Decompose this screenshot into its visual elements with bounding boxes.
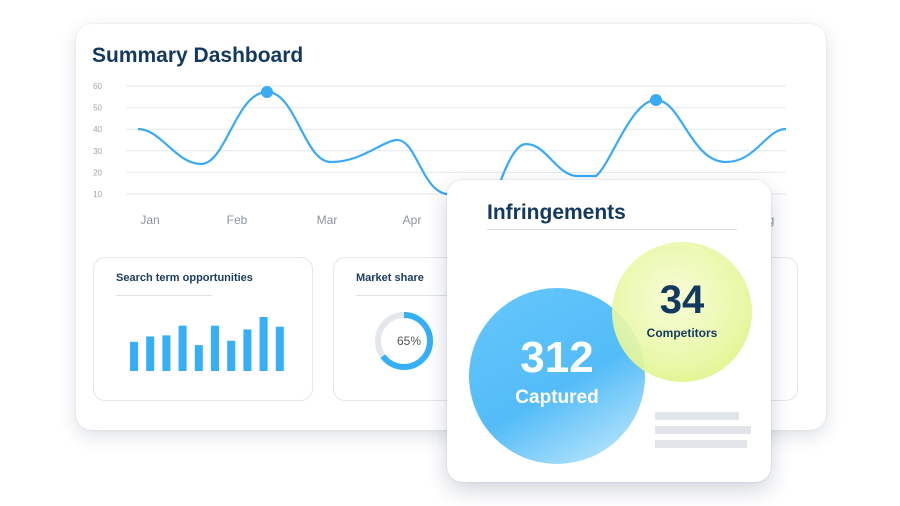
bar-chart xyxy=(130,317,284,371)
market-share-percent: 65% xyxy=(396,334,422,348)
bar xyxy=(259,317,268,371)
bar xyxy=(211,325,219,371)
highlight-point-jul[interactable] xyxy=(650,94,662,106)
highlight-point-feb[interactable] xyxy=(261,86,273,98)
x-tick-label: g xyxy=(768,213,775,227)
donut-chart xyxy=(375,312,433,370)
x-tick-label: Feb xyxy=(227,213,248,227)
y-tick-label: 10 xyxy=(93,190,102,199)
placeholder-text-line xyxy=(655,440,747,448)
y-tick-label: 40 xyxy=(93,125,102,134)
captured-count: 312 xyxy=(520,333,594,382)
placeholder-text-line xyxy=(655,426,751,434)
infringements-card[interactable]: Infringements 312 Captured 34 Competitor… xyxy=(447,180,771,482)
y-tick-label: 60 xyxy=(93,82,102,91)
card-title: Market share xyxy=(356,272,424,284)
card-title: Search term opportunities xyxy=(116,272,253,284)
card-divider xyxy=(356,295,452,296)
dashboard-title: Summary Dashboard xyxy=(92,44,304,67)
infringements-divider xyxy=(487,229,737,230)
placeholder-text-line xyxy=(655,412,739,420)
bar xyxy=(146,336,155,371)
bar xyxy=(243,329,252,371)
y-tick-label: 20 xyxy=(93,168,102,177)
y-tick-label: 30 xyxy=(93,147,102,156)
x-tick-label: Mar xyxy=(317,213,338,227)
x-tick-label: Apr xyxy=(403,213,422,227)
competitors-count: 34 xyxy=(659,278,705,322)
x-tick-label: Jan xyxy=(140,213,159,227)
competitors-circle xyxy=(612,242,752,382)
bar xyxy=(227,340,236,371)
bar xyxy=(162,335,171,371)
chart-series-line xyxy=(137,90,787,196)
captured-label: Captured xyxy=(515,387,599,408)
y-tick-label: 50 xyxy=(93,104,102,113)
bar xyxy=(130,341,138,371)
competitors-label: Competitors xyxy=(646,326,718,340)
donut-value-arc xyxy=(375,312,433,370)
search-term-opportunities-card[interactable]: Search term opportunities xyxy=(93,257,313,401)
bar xyxy=(275,326,284,371)
bar xyxy=(178,325,187,371)
infringements-title: Infringements xyxy=(487,201,626,224)
bar xyxy=(194,345,203,371)
card-divider xyxy=(116,295,212,296)
